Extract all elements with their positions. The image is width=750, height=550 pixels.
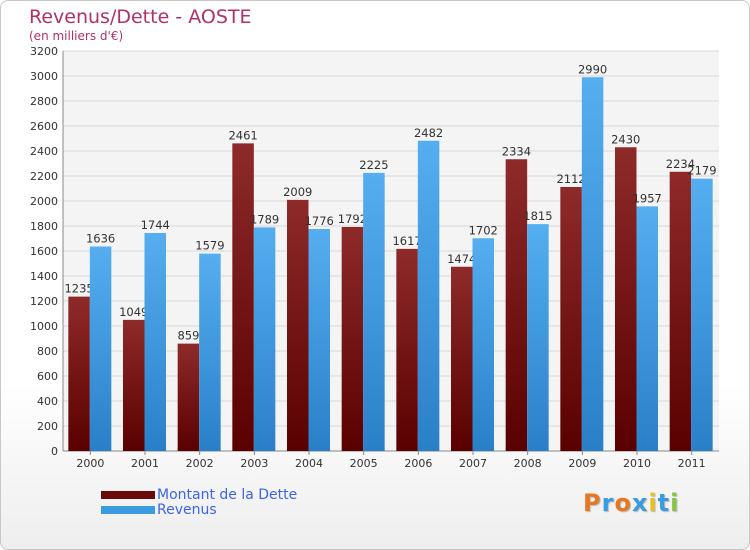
bar-dette	[68, 296, 90, 451]
bar-dette	[615, 147, 637, 451]
y-tick-label: 1200	[30, 295, 58, 308]
bar-revenus	[308, 229, 330, 451]
data-label-revenus: 1702	[469, 223, 498, 237]
y-tick-label: 2800	[30, 95, 58, 108]
y-tick-label: 3200	[30, 45, 58, 58]
bar-dette	[177, 343, 200, 451]
data-label-revenus: 2990	[578, 62, 607, 76]
x-tick-label: 2005	[350, 457, 378, 470]
data-label-dette: 2112	[556, 172, 585, 186]
bar-revenus	[691, 178, 713, 451]
chart-title: Revenus/Dette - AOSTE	[29, 6, 252, 28]
y-tick-label: 2000	[30, 195, 58, 208]
data-label-dette: 1235	[64, 282, 93, 296]
bar-dette	[505, 159, 528, 451]
bar-revenus	[472, 238, 494, 451]
proxiti-logo: Proxiti	[583, 489, 679, 517]
logo-letter: x	[631, 489, 649, 517]
data-label-dette: 859	[177, 329, 199, 343]
data-label-revenus: 1957	[633, 191, 662, 205]
x-tick-label: 2006	[404, 457, 432, 470]
legend-label-revenus: Revenus	[157, 501, 217, 518]
y-tick-label: 800	[37, 345, 58, 358]
x-tick-label: 2009	[568, 457, 596, 470]
x-tick-label: 2010	[623, 457, 651, 470]
legend-item-revenus: Revenus	[101, 501, 297, 518]
data-label-dette: 1049	[119, 305, 148, 319]
data-label-dette: 1792	[338, 212, 367, 226]
bar-dette	[396, 248, 418, 451]
bar-revenus	[581, 77, 604, 451]
bar-dette	[560, 187, 582, 451]
legend: Montant de la Dette Revenus	[101, 486, 298, 518]
y-tick-label: 2200	[30, 170, 58, 183]
bar-dette	[287, 199, 309, 451]
data-label-dette: 2461	[228, 128, 257, 142]
bar-revenus	[527, 224, 549, 451]
data-label-revenus: 2179	[687, 164, 716, 178]
data-label-dette: 2234	[666, 157, 695, 171]
y-tick-label: 1000	[30, 320, 58, 333]
bar-dette	[451, 266, 473, 451]
data-label-dette: 2334	[502, 144, 531, 158]
data-label-dette: 1617	[392, 234, 421, 248]
x-tick-label: 2000	[76, 457, 104, 470]
y-tick-label: 1600	[30, 245, 58, 258]
legend-swatch-dette	[101, 490, 155, 499]
data-label-revenus: 2225	[359, 158, 388, 172]
bar-revenus	[253, 227, 276, 451]
y-tick-label: 2400	[30, 145, 58, 158]
x-tick-label: 2002	[186, 457, 214, 470]
x-tick-label: 2008	[514, 457, 542, 470]
logo-letter: r	[601, 489, 615, 517]
data-label-revenus: 1776	[305, 214, 334, 228]
bar-revenus	[417, 140, 440, 451]
logo-letter: t	[657, 489, 671, 517]
y-tick-label: 200	[37, 420, 58, 433]
x-tick-label: 2001	[131, 457, 159, 470]
x-tick-label: 2003	[240, 457, 268, 470]
bar-dette	[669, 171, 692, 451]
logo-letter: i	[670, 489, 680, 517]
y-tick-label: 1400	[30, 270, 58, 283]
y-tick-label: 400	[37, 395, 58, 408]
y-tick-label: 600	[37, 370, 58, 383]
bar-revenus	[363, 172, 385, 451]
data-label-revenus: 1789	[250, 212, 279, 226]
x-tick-label: 2004	[295, 457, 323, 470]
data-label-revenus: 1815	[523, 209, 552, 223]
data-label-dette: 2430	[611, 132, 640, 146]
data-label-revenus: 2482	[414, 126, 443, 140]
y-tick-label: 2600	[30, 120, 58, 133]
data-label-dette: 2009	[283, 185, 312, 199]
logo-letter: i	[648, 489, 658, 517]
y-tick-label: 0	[51, 445, 58, 458]
data-label-revenus: 1636	[86, 232, 115, 246]
chart-subtitle: (en milliers d'€)	[29, 29, 124, 43]
data-label-revenus: 1579	[195, 239, 224, 253]
legend-label-dette: Montant de la Dette	[157, 486, 298, 503]
bar-revenus	[199, 253, 221, 451]
bar-revenus	[89, 246, 112, 451]
logo-letter: P	[583, 489, 602, 517]
bar-revenus	[636, 206, 658, 451]
y-tick-label: 1800	[30, 220, 58, 233]
bar-revenus	[144, 233, 166, 451]
legend-swatch-revenus	[101, 505, 155, 514]
x-tick-label: 2007	[459, 457, 487, 470]
legend-item-dette: Montant de la Dette	[101, 486, 298, 503]
bar-dette	[341, 227, 364, 451]
bar-dette	[123, 319, 145, 451]
bar-dette	[232, 143, 254, 451]
data-label-revenus: 1744	[141, 218, 170, 232]
x-tick-label: 2011	[678, 457, 706, 470]
logo-letter: o	[614, 489, 632, 517]
y-tick-label: 3000	[30, 70, 58, 83]
data-label-dette: 1474	[447, 252, 476, 266]
